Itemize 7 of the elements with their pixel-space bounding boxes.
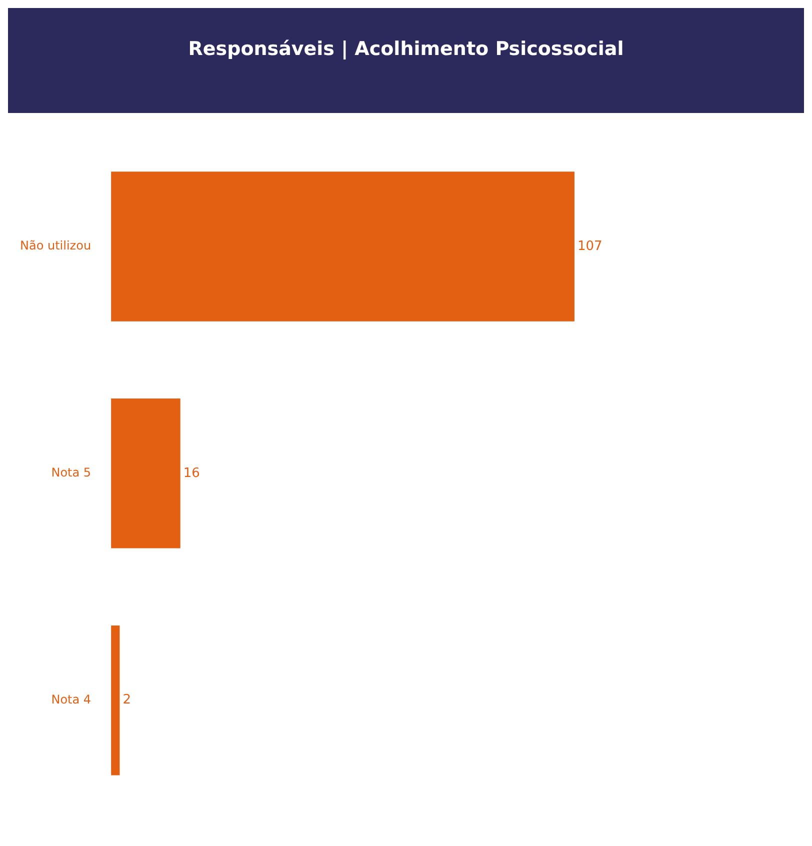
chart-title: Responsáveis | Acolhimento Psicossocial (188, 38, 624, 62)
y-tick-label: Nota 4 (51, 692, 92, 706)
data-label: 2 (122, 692, 131, 708)
y-tick-label: Nota 5 (51, 466, 92, 480)
data-label: 107 (577, 238, 602, 254)
y-tick-label: Não utilizou (20, 238, 92, 253)
data-label: 16 (183, 466, 200, 481)
